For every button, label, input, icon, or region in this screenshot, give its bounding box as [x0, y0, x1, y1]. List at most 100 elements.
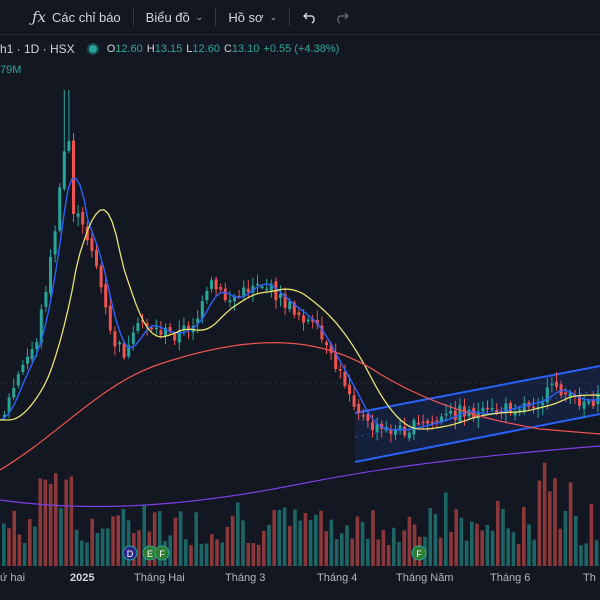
volume-bar: [589, 504, 594, 566]
redo-button[interactable]: [326, 0, 358, 34]
indicators-label: Các chỉ báo: [52, 9, 121, 25]
candle: [76, 213, 80, 217]
event-marker-icon: [411, 545, 427, 561]
volume-bar: [584, 543, 588, 566]
candle: [269, 283, 273, 291]
volume-bar: [80, 540, 84, 566]
toolbar-divider: [215, 8, 217, 26]
candle: [288, 301, 292, 310]
channel-upper-line: [354, 365, 600, 414]
candle: [7, 397, 11, 413]
volume-bar: [470, 521, 474, 566]
candle: [246, 288, 250, 293]
volume-bar: [74, 529, 79, 566]
low-key: L: [186, 43, 193, 55]
volume-bar: [444, 492, 448, 566]
candle: [449, 410, 453, 414]
candle: [95, 249, 98, 267]
candle: [371, 422, 374, 430]
volume-bar: [246, 542, 250, 566]
volume-bar: [277, 509, 282, 566]
candle: [522, 403, 526, 412]
volume-bar: [95, 533, 100, 566]
volume-bar: [210, 534, 214, 566]
high-key: H: [146, 43, 155, 55]
volume-bar: [204, 543, 209, 566]
volume-bar: [475, 523, 479, 566]
channel-lower-line: [354, 413, 600, 463]
candle: [21, 364, 25, 373]
time-axis-label: Th: [583, 572, 596, 584]
candle: [49, 256, 52, 294]
volume-bar: [288, 526, 292, 566]
volume-bar: [579, 545, 583, 566]
change-value: +0.55 (+4.38%): [263, 43, 340, 55]
volume-bar: [548, 491, 552, 566]
candle: [108, 305, 112, 331]
candle: [568, 392, 572, 397]
volume-bar: [480, 530, 484, 566]
candle: [334, 352, 338, 369]
volume-bar: [267, 524, 271, 566]
close-value: 13.10: [231, 43, 260, 55]
volume-bar: [516, 543, 521, 566]
candle: [407, 432, 411, 439]
candle: [315, 320, 319, 325]
volume-bar: [522, 506, 526, 566]
chart-type-button[interactable]: Biểu đồ ⌄: [138, 0, 212, 34]
event-marker-label: D: [127, 549, 134, 559]
volume-bar: [402, 530, 406, 566]
volume-bar: [527, 524, 531, 566]
candle: [85, 226, 89, 241]
volume-bar: [220, 542, 224, 566]
candle: [472, 408, 476, 419]
volume-bar: [360, 522, 365, 566]
volume-bar: [490, 530, 495, 566]
candle: [35, 342, 39, 349]
volume-bar: [236, 502, 240, 566]
volume-bar: [345, 525, 349, 566]
volume-bar: [412, 524, 417, 566]
volume-bar: [106, 528, 110, 566]
open-value: 12.60: [115, 43, 143, 55]
volume-bar: [574, 515, 578, 566]
symbol-label[interactable]: h1 · 1D · HSX: [0, 42, 75, 56]
candle: [177, 330, 181, 343]
volume-bar: [428, 508, 432, 566]
candle: [200, 301, 204, 319]
candle: [122, 343, 126, 358]
candle: [352, 395, 356, 407]
candle: [113, 331, 117, 347]
candle: [361, 415, 365, 417]
volume-bar: [392, 527, 396, 566]
candle: [486, 407, 489, 410]
volume-bar: [594, 540, 599, 566]
candle: [509, 403, 512, 414]
candle: [306, 319, 310, 322]
close-key: C: [223, 43, 232, 55]
volume-bar: [142, 505, 146, 566]
ma-fast-line: [0, 177, 600, 431]
volume-bar: [194, 512, 198, 566]
volume-bar: [215, 539, 219, 566]
ma-long-line: [0, 445, 600, 508]
candle: [154, 327, 158, 330]
candle: [495, 409, 499, 413]
volume-bar: [126, 520, 131, 566]
undo-button[interactable]: [294, 0, 326, 34]
volume-bar: [376, 539, 380, 566]
candle: [256, 283, 259, 286]
profile-button[interactable]: Hồ sơ ⌄: [220, 0, 285, 34]
candle: [564, 392, 568, 395]
volume-bar: [433, 513, 438, 566]
time-axis[interactable]: ứ hai 2025 Tháng Hai Tháng 3 Tháng 4 Thá…: [0, 566, 600, 600]
profile-label: Hồ sơ: [228, 9, 264, 25]
volume-bar: [381, 529, 386, 566]
candle: [587, 401, 591, 404]
top-toolbar: ƒx Các chỉ báo Biểu đồ ⌄ Hồ sơ ⌄: [0, 0, 600, 35]
indicators-button[interactable]: ƒx Các chỉ báo: [0, 0, 129, 34]
candle: [417, 422, 420, 425]
candle: [394, 428, 397, 435]
volume-bar: [386, 544, 391, 566]
